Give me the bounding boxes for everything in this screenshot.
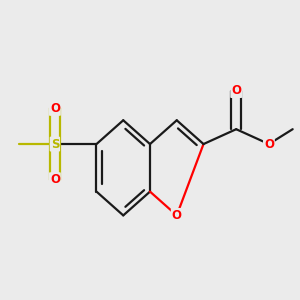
Text: O: O [50, 173, 60, 186]
Text: O: O [231, 84, 241, 97]
Text: O: O [172, 209, 182, 222]
Text: O: O [264, 138, 274, 151]
Text: S: S [51, 138, 59, 151]
Text: O: O [50, 102, 60, 115]
